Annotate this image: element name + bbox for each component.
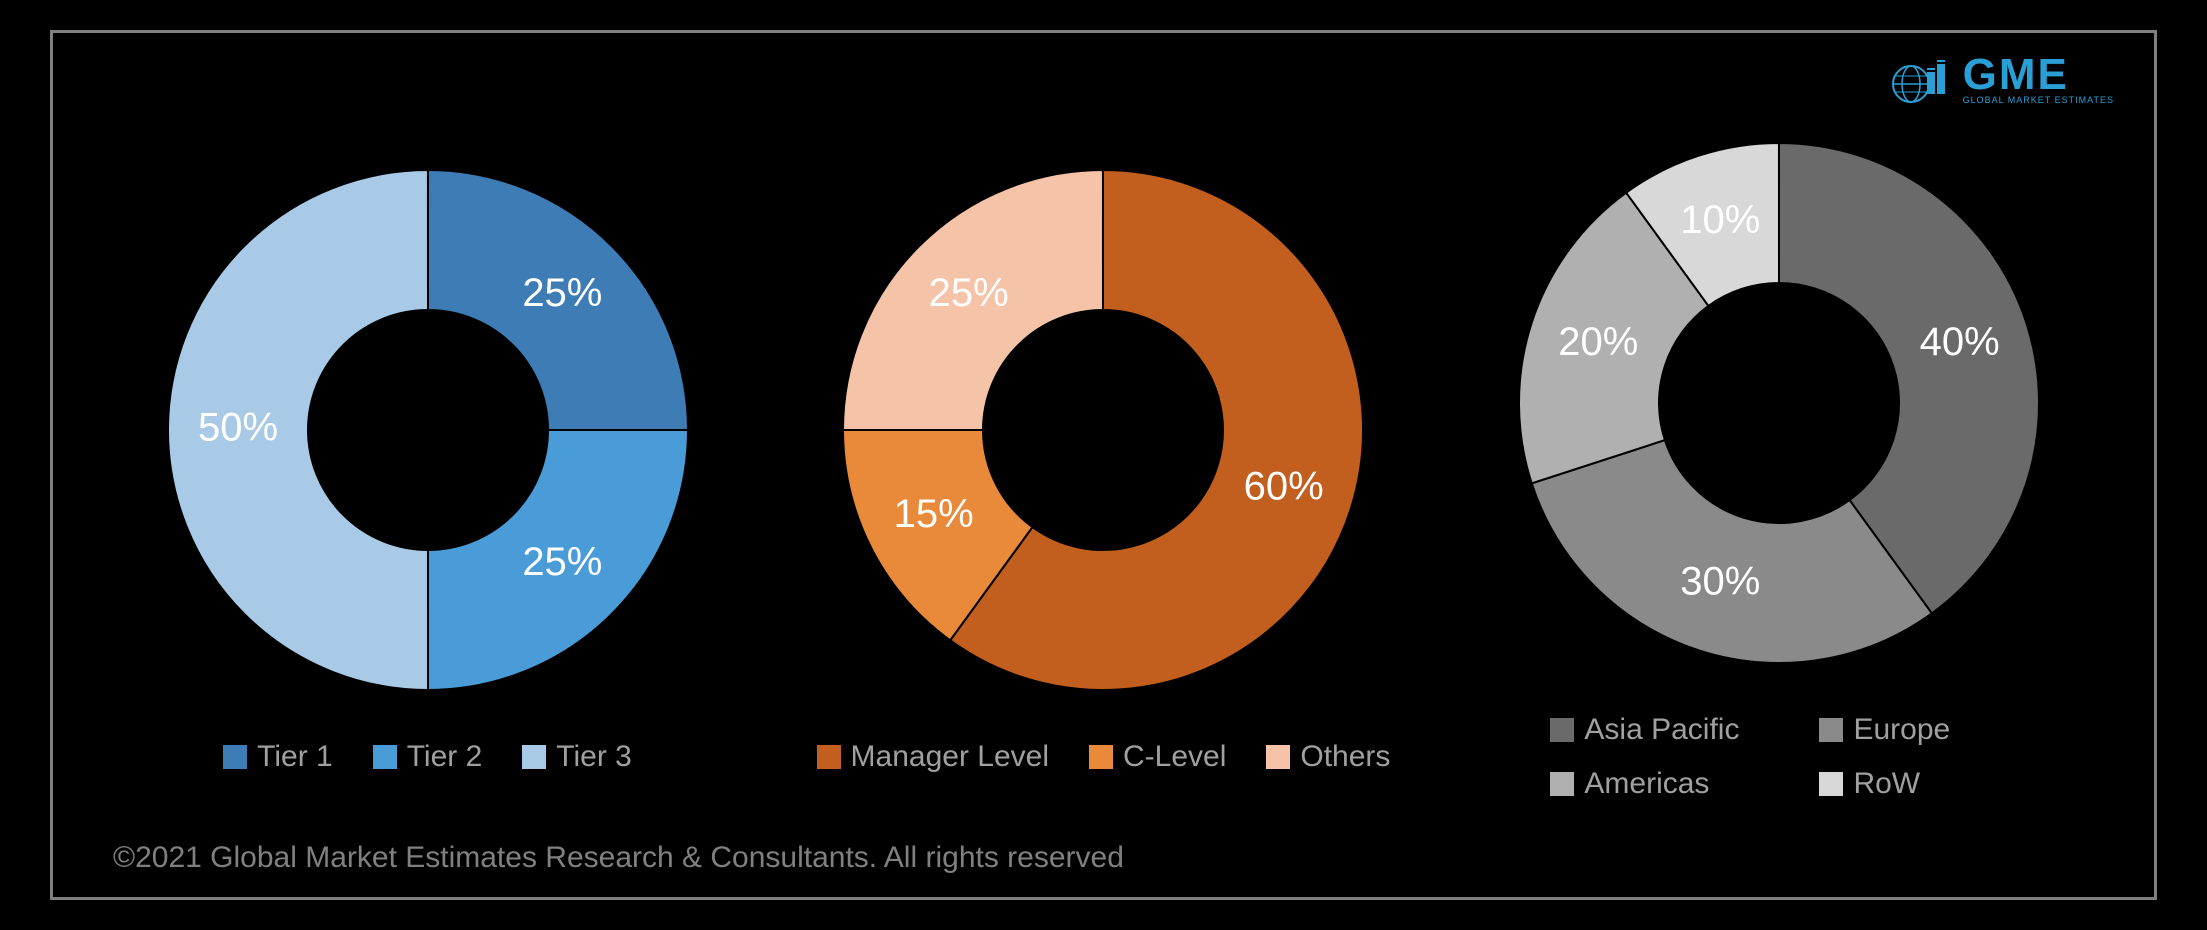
slice-label: 50%: [197, 406, 277, 450]
slice-label: 60%: [1244, 464, 1324, 508]
legend-swatch: [1266, 745, 1290, 769]
globe-icon: [1891, 54, 1951, 104]
slice-label: 10%: [1681, 198, 1761, 242]
legend-label: Tier 1: [257, 740, 333, 774]
slice-europe: [1532, 440, 1932, 663]
logo-text-block: GME GLOBAL MARKET ESTIMATES: [1963, 53, 2114, 105]
legend-item: Others: [1266, 740, 1390, 774]
legend-0: Tier 1 Tier 2 Tier 3: [223, 740, 632, 774]
legend-1: Manager Level C-Level Others: [817, 740, 1391, 774]
legend-item: Tier 1: [223, 740, 333, 774]
legend-swatch: [373, 745, 397, 769]
legend-swatch: [522, 745, 546, 769]
legend-swatch: [1819, 718, 1843, 742]
legend-label: Asia Pacific: [1584, 713, 1739, 747]
logo-subtitle: GLOBAL MARKET ESTIMATES: [1963, 95, 2114, 105]
chart-block-1: 60% 15% 25% Manager Level C-Level Others: [817, 150, 1391, 774]
slice-label: 25%: [522, 271, 602, 315]
legend-swatch: [1089, 745, 1113, 769]
chart-block-0: 25% 25% 50% Tier 1 Tier 2 Tier 3: [148, 150, 708, 774]
legend-swatch: [223, 745, 247, 769]
legend-label: RoW: [1853, 767, 1920, 801]
legend-label: Others: [1300, 740, 1390, 774]
legend-label: Tier 2: [407, 740, 483, 774]
legend-item: C-Level: [1089, 740, 1226, 774]
chart-frame: GME GLOBAL MARKET ESTIMATES 25% 25% 50% Tie…: [50, 30, 2157, 900]
legend-item: Tier 3: [522, 740, 632, 774]
chart-block-2: 40% 30% 20% 10% Asia Pacific Europe Americas Ro…: [1499, 123, 2059, 801]
slice-label: 25%: [929, 271, 1009, 315]
legend-swatch: [1819, 772, 1843, 796]
chart-container: GME GLOBAL MARKET ESTIMATES 25% 25% 50% Tie…: [0, 0, 2207, 930]
legend-label: Europe: [1853, 713, 1950, 747]
slice-label: 15%: [894, 492, 974, 536]
legend-item: Tier 2: [373, 740, 483, 774]
slice-label: 25%: [522, 540, 602, 584]
logo-text: GME: [1963, 53, 2114, 97]
legend-2: Asia Pacific Europe Americas RoW: [1550, 713, 2008, 801]
legend-label: C-Level: [1123, 740, 1226, 774]
slice-label: 20%: [1559, 320, 1639, 364]
legend-item: RoW: [1819, 767, 1920, 801]
legend-swatch: [1550, 772, 1574, 796]
gme-logo: GME GLOBAL MARKET ESTIMATES: [1891, 53, 2114, 105]
slice-label: 30%: [1681, 559, 1761, 603]
legend-label: Americas: [1584, 767, 1709, 801]
legend-item: Americas: [1550, 767, 1709, 801]
copyright-text: ©2021 Global Market Estimates Research &…: [113, 841, 1124, 875]
legend-label: Manager Level: [851, 740, 1049, 774]
slice-label: 40%: [1920, 320, 2000, 364]
legend-swatch: [817, 745, 841, 769]
donut-chart-0: 25% 25% 50%: [148, 150, 708, 710]
legend-item: Manager Level: [817, 740, 1049, 774]
legend-item: Asia Pacific: [1550, 713, 1739, 747]
legend-item: Europe: [1819, 713, 1950, 747]
donut-chart-1: 60% 15% 25%: [823, 150, 1383, 710]
charts-row: 25% 25% 50% Tier 1 Tier 2 Tier 3 60% 15% 25% Mana…: [53, 33, 2154, 801]
legend-swatch: [1550, 718, 1574, 742]
legend-label: Tier 3: [556, 740, 632, 774]
donut-chart-2: 40% 30% 20% 10%: [1499, 123, 2059, 683]
